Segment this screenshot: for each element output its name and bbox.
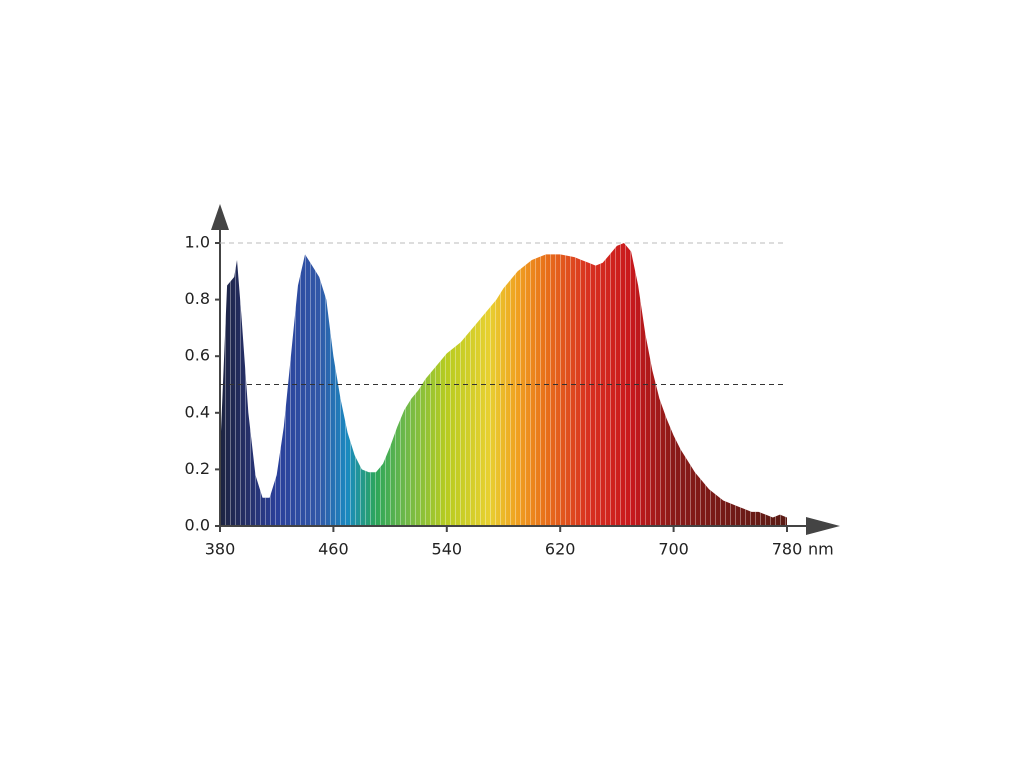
y-tick-label: 0.2 <box>185 459 210 478</box>
y-tick-label: 0.6 <box>185 346 210 365</box>
y-tick-label: 0.8 <box>185 289 210 308</box>
y-arrow <box>211 204 229 230</box>
y-tick-label: 0.4 <box>185 402 210 421</box>
x-arrow <box>806 517 840 535</box>
x-tick-label: 780 <box>772 540 803 559</box>
y-tick-label: 0.0 <box>185 516 210 535</box>
x-tick-label: 460 <box>318 540 349 559</box>
x-tick-label: 380 <box>205 540 236 559</box>
x-tick-label: 620 <box>545 540 576 559</box>
y-tick-label: 1.0 <box>185 233 210 252</box>
x-tick-label: 540 <box>432 540 463 559</box>
x-unit: nm <box>808 540 834 559</box>
x-tick-label: 700 <box>658 540 689 559</box>
